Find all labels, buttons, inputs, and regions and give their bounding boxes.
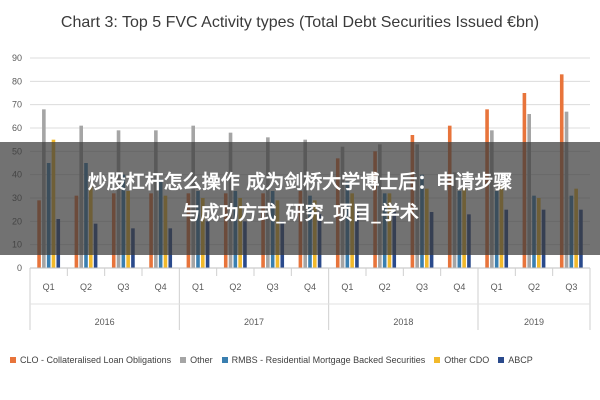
year-label: 2017 — [244, 317, 264, 327]
y-tick-label: 70 — [12, 100, 22, 110]
y-tick-label: 90 — [12, 53, 22, 63]
x-tick-label: Q3 — [565, 282, 577, 292]
overlay-line-1: 炒股杠杆怎么操作 成为剑桥大学博士后：申请步骤 — [87, 171, 513, 193]
x-tick-label: Q2 — [379, 282, 391, 292]
year-label: 2018 — [393, 317, 413, 327]
legend-item: Other CDO — [434, 355, 489, 365]
x-tick-label: Q3 — [267, 282, 279, 292]
legend-swatch — [180, 357, 187, 363]
x-tick-label: Q2 — [528, 282, 540, 292]
legend-item: ABCP — [498, 355, 533, 365]
y-tick-label: 80 — [12, 76, 22, 86]
overlay-text: 炒股杠杆怎么操作 成为剑桥大学博士后：申请步骤 与成功方式_研究_项目_学术 — [0, 167, 600, 229]
chart-title: Chart 3: Top 5 FVC Activity types (Total… — [60, 14, 540, 31]
legend-label: ABCP — [508, 355, 533, 365]
legend-label: Other CDO — [444, 355, 490, 365]
legend-swatch — [498, 357, 505, 363]
x-tick-label: Q1 — [192, 282, 204, 292]
year-label: 2019 — [524, 317, 544, 327]
x-tick-label: Q2 — [80, 282, 92, 292]
x-tick-label: Q4 — [453, 282, 465, 292]
x-tick-label: Q3 — [416, 282, 428, 292]
legend-label: CLO - Collateralised Loan Obligations — [20, 355, 172, 365]
overlay-line-2: 与成功方式_研究_项目_学术 — [181, 202, 419, 224]
legend-item: RMBS - Residential Mortgage Backed Secur… — [221, 355, 426, 365]
y-tick-label: 60 — [12, 123, 22, 133]
legend-swatch — [221, 357, 228, 363]
legend-label: Other — [190, 355, 213, 365]
legend-swatch — [10, 357, 16, 363]
x-tick-label: Q1 — [341, 282, 353, 292]
x-tick-label: Q4 — [304, 282, 316, 292]
legend-item: CLO - Collateralised Loan Obligations — [10, 355, 171, 365]
y-tick-label: 0 — [17, 263, 22, 273]
x-tick-label: Q3 — [117, 282, 129, 292]
x-tick-label: Q1 — [491, 282, 503, 292]
x-tick-label: Q2 — [229, 282, 241, 292]
legend-label: RMBS - Residential Mortgage Backed Secur… — [231, 355, 426, 365]
chart-legend: CLO - Collateralised Loan Obligations Oth… — [10, 350, 600, 370]
year-label: 2016 — [95, 317, 115, 327]
legend-item: Other — [180, 355, 213, 365]
x-tick-label: Q4 — [155, 282, 167, 292]
legend-swatch — [434, 357, 441, 363]
x-tick-label: Q1 — [43, 282, 55, 292]
overlay-banner — [0, 142, 600, 255]
